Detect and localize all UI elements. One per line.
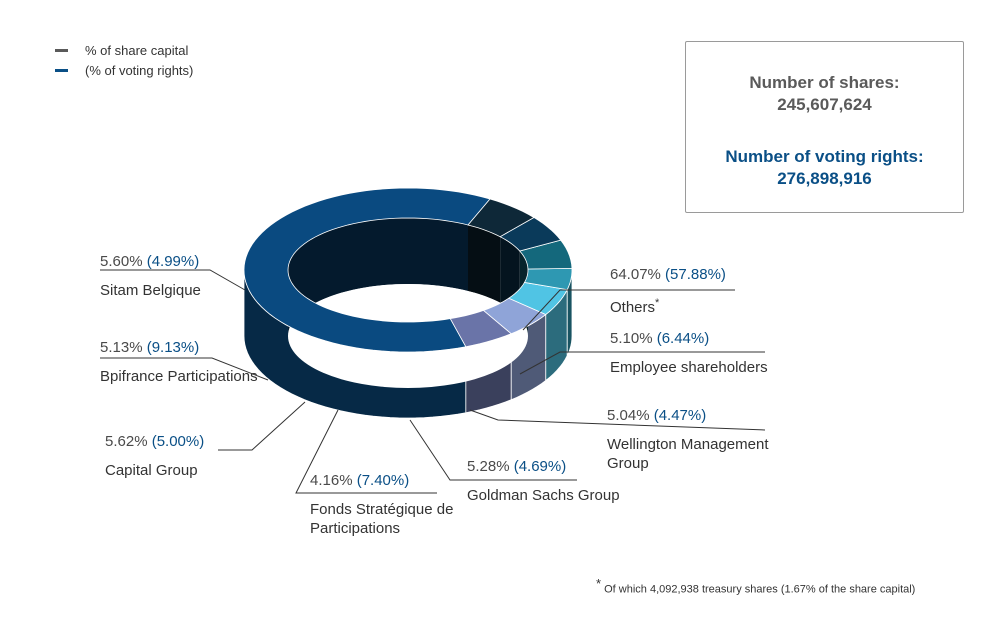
footnote-text: Of which 4,092,938 treasury shares (1.67… (604, 583, 916, 596)
footnote-marker: * (596, 576, 602, 591)
voting-rights-value: (4.47%) (653, 407, 707, 424)
share-capital-value: 5.10% (610, 330, 657, 347)
leader-line (469, 409, 766, 431)
legend: % of share capital (% of voting rights) (55, 40, 193, 80)
slice-label: 5.04% (4.47%) Wellington Management Group (607, 406, 787, 473)
leader-line (100, 357, 269, 381)
voting-rights-value: (4.99%) (146, 253, 200, 270)
shares-label: Number of shares: (749, 73, 900, 92)
voting-rights-value: (5.00%) (151, 433, 205, 450)
voting-rights-value: (7.40%) (356, 472, 410, 489)
leader-line (218, 401, 306, 451)
leader-lines (100, 269, 766, 494)
slice-label: 4.16% (7.40%) Fonds Stratégique de Partic… (310, 471, 490, 538)
share-capital-value: 5.62% (105, 433, 152, 450)
slice-inner-wall (288, 218, 468, 336)
voting-rights-value: (9.13%) (146, 339, 200, 356)
slice-label: 5.13% (9.13%) Bpifrance Participations (100, 338, 258, 386)
slice-label: 5.28% (4.69%) Goldman Sachs Group (467, 457, 620, 505)
voting-rights-swatch (55, 68, 68, 72)
share-capital-value: 5.28% (467, 458, 514, 475)
leader-line (295, 409, 437, 494)
slice-label: 5.62% (5.00%) Capital Group (105, 432, 204, 480)
share-capital-value: 5.04% (607, 407, 654, 424)
footnote: * Of which 4,092,938 treasury shares (1.… (596, 576, 915, 596)
voting-rights-value: (6.44%) (656, 330, 710, 347)
shares-value: 245,607,624 (777, 95, 872, 114)
leader-line (519, 351, 765, 375)
slice-name: Others* (610, 297, 660, 316)
legend-item-share-capital: % of share capital (55, 40, 193, 60)
share-capital-swatch (55, 48, 68, 52)
slice-name: Capital Group (105, 462, 198, 479)
voting-rights-value: (4.69%) (513, 458, 567, 475)
leader-line (409, 419, 577, 481)
leader-line (522, 289, 735, 331)
slice-name: Bpifrance Participations (100, 368, 258, 385)
slice-name: Sitam Belgique (100, 282, 201, 299)
slice-top-sitam-belgique (467, 198, 535, 238)
legend-item-voting-rights: (% of voting rights) (55, 60, 193, 80)
voting-rights-label: Number of voting rights: (725, 147, 924, 166)
share-capital-value: 64.07% (610, 266, 666, 283)
share-capital-value: 5.60% (100, 253, 147, 270)
share-capital-value: 5.13% (100, 339, 147, 356)
share-capital-value: 4.16% (310, 472, 357, 489)
voting-rights-value: 276,898,916 (777, 169, 872, 188)
slice-name: Fonds Stratégique de Participations (310, 501, 454, 537)
slice-inner-wall (468, 224, 501, 303)
legend-label: % of share capital (85, 42, 189, 58)
slice-label: 5.10% (6.44%) Employee shareholders (610, 329, 768, 377)
share-summary-box: Number of shares: 245,607,624 Number of … (685, 41, 964, 213)
slice-label: 64.07% (57.88%) Others* (610, 265, 726, 317)
donut-top-faces (243, 187, 573, 353)
slice-name: Employee shareholders (610, 359, 768, 376)
voting-rights-value: (57.88%) (665, 266, 726, 283)
slice-label: 5.60% (4.99%) Sitam Belgique (100, 252, 201, 300)
leader-line (100, 269, 246, 291)
slice-name: Goldman Sachs Group (467, 487, 620, 504)
legend-label: (% of voting rights) (85, 62, 194, 78)
slice-name: Wellington Management Group (607, 436, 769, 472)
